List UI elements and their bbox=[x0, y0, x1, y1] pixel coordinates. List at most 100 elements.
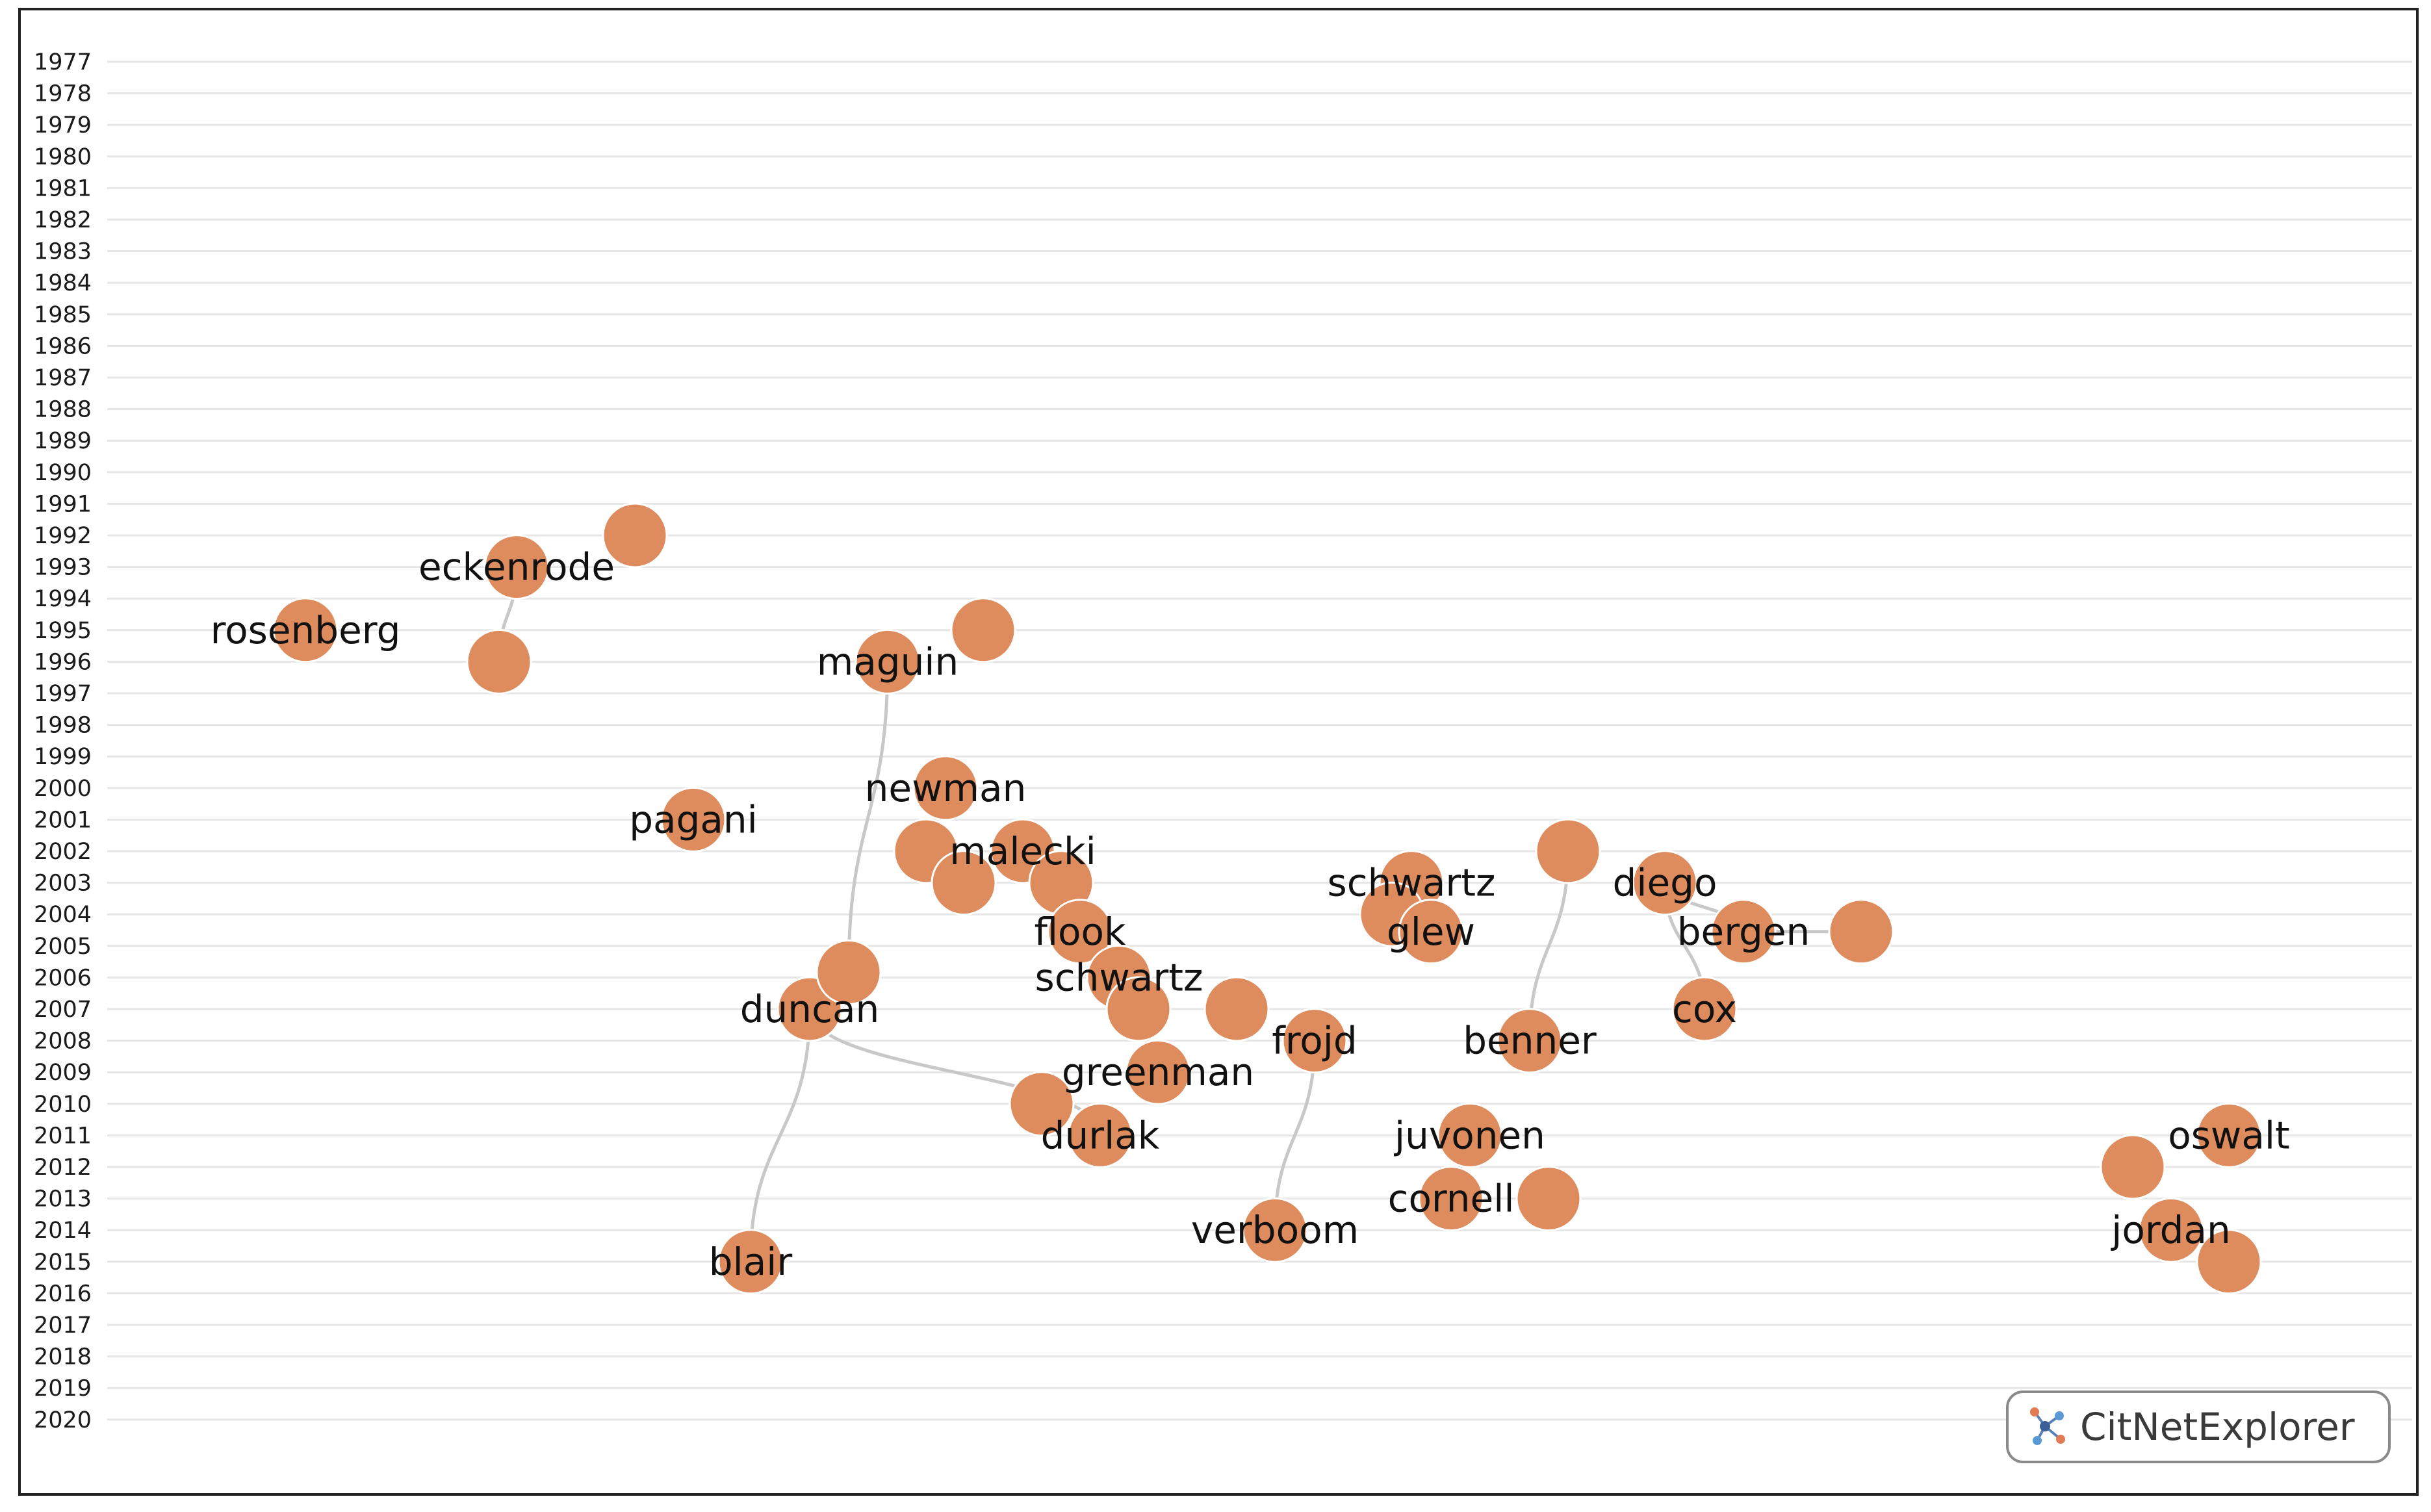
publication-node-n-2015a[interactable] bbox=[2196, 1229, 2262, 1295]
citation-link-duncan-blair bbox=[749, 1008, 812, 1262]
publication-node-oswalt[interactable] bbox=[2196, 1102, 2262, 1168]
year-label-2004: 2004 bbox=[34, 902, 92, 928]
publication-node-diego[interactable] bbox=[1632, 850, 1698, 916]
year-label-2012: 2012 bbox=[34, 1155, 92, 1181]
year-label-1983: 1983 bbox=[34, 239, 92, 265]
publication-node-eckenrode[interactable] bbox=[483, 534, 550, 600]
publication-node-durlak[interactable] bbox=[1067, 1102, 1133, 1168]
year-label-2002: 2002 bbox=[34, 839, 92, 865]
publication-node-verboom[interactable] bbox=[1242, 1197, 1308, 1263]
author-label-bergen: bergen bbox=[1677, 910, 1810, 954]
publication-node-jordan[interactable] bbox=[2138, 1197, 2204, 1263]
year-label-1995: 1995 bbox=[34, 618, 92, 644]
author-label-rosenberg: rosenberg bbox=[211, 608, 401, 652]
publication-node-glew[interactable] bbox=[1398, 899, 1464, 965]
author-label-schwartz-2003: schwartz bbox=[1328, 861, 1496, 905]
author-label-blair: blair bbox=[709, 1240, 793, 1284]
year-label-1991: 1991 bbox=[34, 491, 92, 517]
publication-node-blair[interactable] bbox=[717, 1229, 784, 1295]
author-label-greenman: greenman bbox=[1062, 1050, 1254, 1094]
publication-node-n-2002b[interactable] bbox=[1535, 818, 1601, 884]
citnet-network-icon bbox=[2030, 1407, 2065, 1445]
year-label-2006: 2006 bbox=[34, 965, 92, 991]
publication-node-n-2006a[interactable] bbox=[816, 939, 882, 1005]
year-label-1978: 1978 bbox=[34, 81, 92, 107]
year-label-2017: 2017 bbox=[34, 1313, 92, 1339]
publication-node-n-1996a[interactable] bbox=[466, 628, 532, 695]
year-label-1985: 1985 bbox=[34, 302, 92, 328]
publication-node-juvonen[interactable] bbox=[1437, 1102, 1503, 1168]
author-label-duncan: duncan bbox=[740, 987, 880, 1031]
year-label-1997: 1997 bbox=[34, 681, 92, 707]
author-label-eckenrode: eckenrode bbox=[418, 545, 615, 589]
publication-node-newman[interactable] bbox=[912, 755, 979, 821]
publication-node-n-2013a[interactable] bbox=[1515, 1166, 1582, 1232]
author-label-verboom: verboom bbox=[1191, 1208, 1359, 1252]
year-label-2001: 2001 bbox=[34, 807, 92, 833]
year-label-1982: 1982 bbox=[34, 207, 92, 233]
year-label-1977: 1977 bbox=[34, 49, 92, 75]
year-label-1988: 1988 bbox=[34, 397, 92, 423]
citation-link-frojd-verboom bbox=[1273, 1040, 1317, 1231]
author-label-newman: newman bbox=[865, 766, 1027, 810]
citation-link-n-2002b-benner bbox=[1528, 851, 1570, 1041]
year-label-2008: 2008 bbox=[34, 1029, 92, 1055]
publication-node-n-2012a[interactable] bbox=[2100, 1134, 2166, 1200]
year-label-1980: 1980 bbox=[34, 144, 92, 170]
publication-node-cornell[interactable] bbox=[1418, 1166, 1484, 1232]
year-label-2005: 2005 bbox=[34, 934, 92, 960]
logo-text: CitNetExplorer bbox=[2080, 1405, 2355, 1449]
publication-node-cox[interactable] bbox=[1671, 976, 1738, 1042]
publication-node-bergen[interactable] bbox=[1710, 899, 1777, 965]
publication-node-greenman[interactable] bbox=[1125, 1039, 1191, 1105]
publication-node-n-1992[interactable] bbox=[602, 502, 668, 569]
author-label-cox: cox bbox=[1672, 987, 1737, 1031]
year-axis: 1977 1978 1979 1980 1981 1982 1983 1984 1985 1986… bbox=[34, 49, 92, 1433]
publication-node-pagani[interactable] bbox=[660, 786, 727, 852]
publication-nodes bbox=[272, 502, 2262, 1295]
publication-node-rosenberg[interactable] bbox=[272, 597, 339, 663]
author-label-diego: diego bbox=[1613, 861, 1717, 905]
publication-node-flook[interactable] bbox=[1047, 899, 1113, 965]
year-label-2018: 2018 bbox=[34, 1344, 92, 1370]
year-label-1984: 1984 bbox=[34, 270, 92, 296]
publication-node-n-1995b[interactable] bbox=[950, 597, 1016, 663]
publication-node-maguin[interactable] bbox=[855, 628, 921, 695]
author-label-maguin: maguin bbox=[817, 639, 959, 684]
author-label-oswalt: oswalt bbox=[2168, 1113, 2290, 1157]
publication-node-n-2003a[interactable] bbox=[931, 850, 997, 916]
year-label-1996: 1996 bbox=[34, 649, 92, 675]
visualization-panel[interactable] bbox=[18, 8, 2419, 1496]
year-label-1987: 1987 bbox=[34, 365, 92, 391]
publication-node-n-2007a[interactable] bbox=[1105, 976, 1172, 1042]
year-label-2011: 2011 bbox=[34, 1123, 92, 1149]
publication-node-n-2007b[interactable] bbox=[1203, 976, 1270, 1042]
year-label-1981: 1981 bbox=[34, 175, 92, 201]
publication-node-n-2005a[interactable] bbox=[1828, 899, 1894, 965]
year-label-1993: 1993 bbox=[34, 555, 92, 581]
year-label-2010: 2010 bbox=[34, 1092, 92, 1118]
year-label-2013: 2013 bbox=[34, 1186, 92, 1212]
year-label-2014: 2014 bbox=[34, 1218, 92, 1244]
year-label-1999: 1999 bbox=[34, 744, 92, 770]
author-label-benner: benner bbox=[1463, 1019, 1597, 1063]
author-label-glew: glew bbox=[1387, 910, 1475, 954]
publication-node-benner[interactable] bbox=[1497, 1008, 1563, 1074]
citnetexplorer-logo: CitNetExplorer bbox=[2006, 1390, 2391, 1463]
author-label-schwartz-2006: schwartz bbox=[1035, 955, 1203, 999]
year-label-2020: 2020 bbox=[34, 1407, 92, 1433]
author-label-frojd: frojd bbox=[1272, 1019, 1357, 1063]
year-label-2016: 2016 bbox=[34, 1281, 92, 1307]
author-label-malecki: malecki bbox=[949, 829, 1096, 873]
publication-node-n-2010a[interactable] bbox=[1009, 1071, 1075, 1137]
year-label-2015: 2015 bbox=[34, 1249, 92, 1275]
year-label-1990: 1990 bbox=[34, 460, 92, 486]
year-label-2009: 2009 bbox=[34, 1060, 92, 1086]
citation-link-maguin-n-2006a bbox=[847, 661, 890, 973]
year-label-2003: 2003 bbox=[34, 871, 92, 897]
year-label-2019: 2019 bbox=[34, 1376, 92, 1402]
author-label-pagani: pagani bbox=[629, 797, 758, 841]
publication-node-frojd[interactable] bbox=[1281, 1008, 1348, 1074]
author-label-jordan: jordan bbox=[2110, 1208, 2231, 1252]
